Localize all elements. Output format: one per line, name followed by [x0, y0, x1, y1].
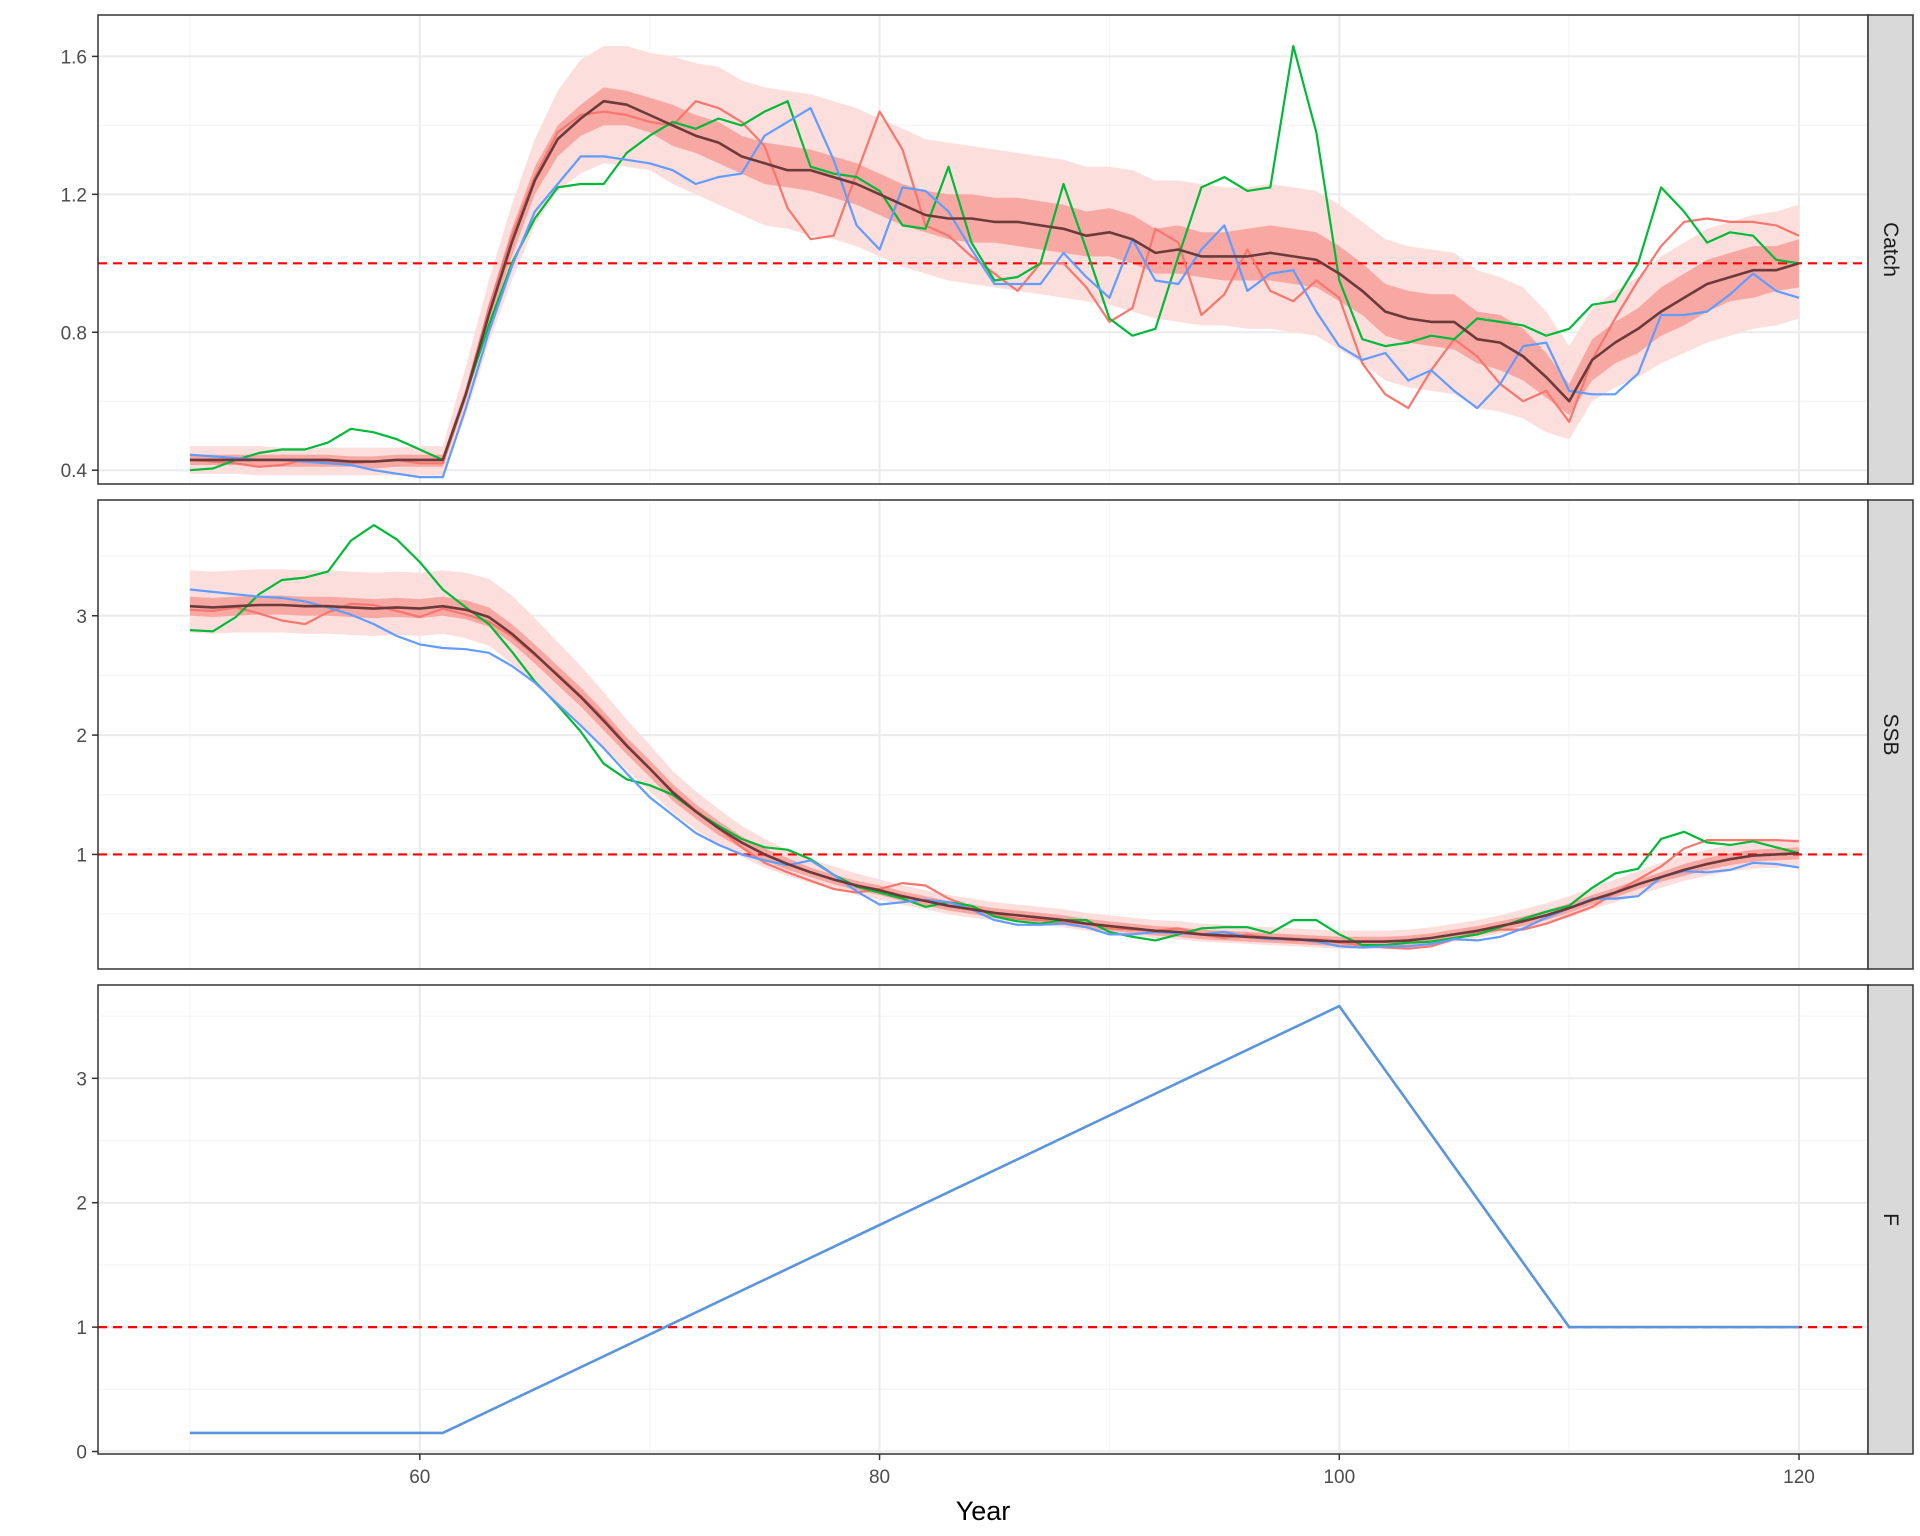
- panel-catch: 0.4 0.8 1.2 1.6 Catch: [61, 14, 1914, 485]
- y-tick-label: 1: [76, 1318, 87, 1339]
- y-tick-label: 1.6: [61, 47, 87, 68]
- panel-f: 0 1 2 3 F 60 80 100 120: [76, 984, 1914, 1488]
- y-tick-label: 1: [76, 845, 87, 866]
- facet-strip-catch: [1867, 14, 1914, 485]
- facet-strip-f: [1867, 984, 1914, 1455]
- x-tick-label: 120: [1783, 1467, 1815, 1488]
- panel-ssb: 1 2 3 SSB: [76, 499, 1914, 970]
- series-line-green: [189, 523, 1800, 947]
- plot-area-f: [98, 1004, 1868, 1435]
- y-tick-label: 2: [76, 726, 87, 747]
- y-tick-label: 0.8: [61, 323, 87, 344]
- median-line: [189, 603, 1800, 943]
- f-line: [189, 1004, 1799, 1435]
- series-line-blue: [189, 106, 1800, 479]
- panel-background: [98, 985, 1868, 1454]
- y-tick-label: 3: [76, 1069, 87, 1090]
- facet-label-catch: Catch: [1879, 222, 1902, 277]
- facet-label-f: F: [1879, 1213, 1902, 1226]
- y-tick-label: 2: [76, 1194, 87, 1215]
- y-tick-label: 3: [76, 607, 87, 628]
- x-tick-label: 60: [409, 1467, 430, 1488]
- median-line: [189, 99, 1800, 463]
- y-tick-label: 0.4: [61, 461, 88, 482]
- y-tick-label: 1.2: [61, 185, 87, 206]
- plot-area-catch: [98, 44, 1868, 479]
- x-tick-label: 80: [869, 1467, 890, 1488]
- facet-label-ssb: SSB: [1879, 713, 1902, 755]
- x-axis-title: Year: [956, 1496, 1011, 1526]
- series-line-blue: [189, 588, 1800, 949]
- x-tick-label: 100: [1323, 1467, 1355, 1488]
- y-tick-label: 0: [76, 1443, 87, 1464]
- plot-area-ssb: [98, 523, 1868, 950]
- facet-strip-ssb: [1867, 499, 1914, 970]
